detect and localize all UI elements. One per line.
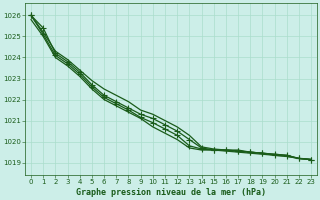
X-axis label: Graphe pression niveau de la mer (hPa): Graphe pression niveau de la mer (hPa) — [76, 188, 266, 197]
